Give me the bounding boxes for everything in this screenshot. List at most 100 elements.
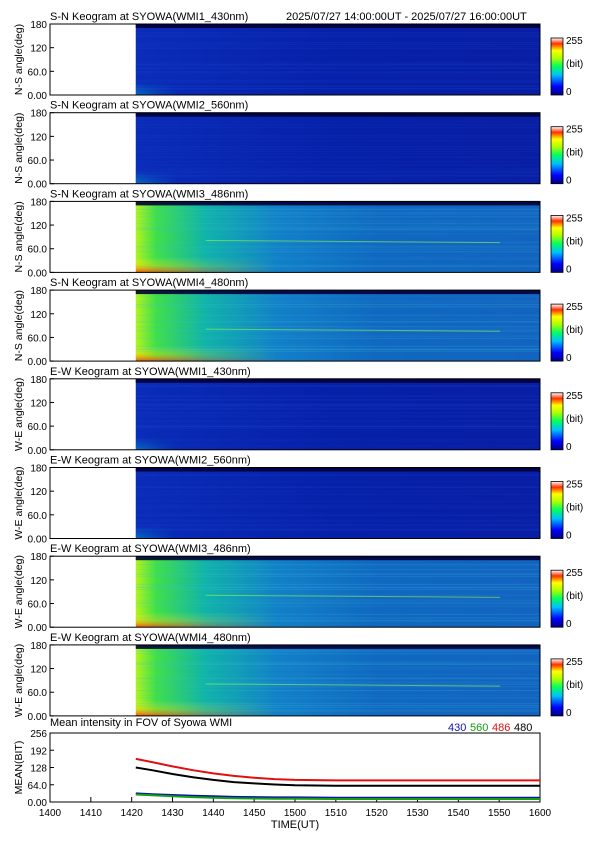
- xtick-label: 1440: [202, 808, 225, 819]
- keogram-bright-edge: [135, 201, 540, 273]
- xtick-label: 1400: [39, 808, 62, 819]
- colorbar-max-label: 255: [566, 657, 583, 668]
- colorbar-unit-label: (bit): [566, 236, 583, 247]
- ytick-label: 0.00: [28, 446, 48, 457]
- ytick-label: 64.0: [28, 781, 48, 792]
- yaxis-label: MEAN(BIT): [13, 741, 25, 795]
- ytick-label: 256: [30, 729, 47, 740]
- ytick-label: 120: [30, 44, 47, 55]
- ytick-label: 180: [30, 641, 47, 652]
- ytick-label: 128: [30, 764, 47, 775]
- series-line-560: [135, 793, 540, 800]
- ytick-label: 60.0: [28, 156, 48, 167]
- colorbar-unit-label: (bit): [566, 59, 583, 70]
- ytick-label: 120: [30, 576, 47, 587]
- colorbar-unit-label: (bit): [566, 591, 583, 602]
- series-line-480: [135, 766, 540, 787]
- colorbar-min-label: 0: [566, 531, 572, 542]
- keogram-arc-line: [205, 683, 501, 687]
- panel-title: S-N Keogram at SYOWA(WMI4_480nm): [50, 277, 248, 289]
- colorbar: [550, 569, 564, 628]
- ytick-label: 180: [30, 375, 47, 386]
- keogram-bright-edge: [135, 556, 540, 628]
- colorbar-max-label: 255: [566, 391, 583, 402]
- colorbar-min-label: 0: [566, 619, 572, 630]
- ytick-label: 0.00: [28, 712, 48, 723]
- ytick-label: 0.00: [28, 798, 48, 809]
- colorbar-max-label: 255: [566, 36, 583, 47]
- xtick-label: 1410: [80, 808, 103, 819]
- panel-title: S-N Keogram at SYOWA(WMI1_430nm): [50, 11, 248, 23]
- keogram-top-band: [135, 378, 540, 383]
- ytick-label: 180: [30, 109, 47, 120]
- yaxis-label: N-S angle(deg): [13, 113, 25, 184]
- ytick-label: 0.00: [28, 623, 48, 634]
- xtick-label: 1420: [121, 808, 144, 819]
- legend-entry: 560: [470, 722, 488, 734]
- ytick-label: 180: [30, 20, 47, 31]
- keogram-top-band: [135, 201, 540, 206]
- colorbar-max-label: 255: [566, 568, 583, 579]
- ytick-label: 60.0: [28, 511, 48, 522]
- panel-frame: [49, 112, 541, 185]
- panel-title: E-W Keogram at SYOWA(WMI1_430nm): [50, 366, 251, 378]
- colorbar-max-label: 255: [566, 213, 583, 224]
- ytick-label: 120: [30, 132, 47, 143]
- keogram-arc-line: [205, 594, 501, 598]
- yaxis-label: N-S angle(deg): [13, 24, 25, 95]
- ytick-label: 120: [30, 221, 47, 232]
- colorbar-min-label: 0: [566, 176, 572, 187]
- panel-frame: [49, 467, 541, 539]
- colorbar-unit-label: (bit): [566, 503, 583, 514]
- line-chart-title: Mean intensity in FOV of Syowa WMI: [50, 717, 232, 729]
- xaxis-label: TIME(UT): [271, 819, 319, 831]
- colorbar-max-label: 255: [566, 302, 583, 313]
- ytick-label: 0.00: [28, 180, 48, 191]
- ytick-label: 192: [30, 746, 47, 757]
- xtick-label: 1530: [406, 808, 429, 819]
- keogram-top-band: [135, 290, 540, 295]
- xtick-label: 1450: [243, 808, 266, 819]
- panel-title: S-N Keogram at SYOWA(WMI2_560nm): [50, 100, 248, 112]
- keogram-low-edge: [135, 24, 256, 95]
- yaxis-label: N-S angle(deg): [13, 201, 25, 272]
- panel-title: E-W Keogram at SYOWA(WMI4_480nm): [50, 632, 251, 644]
- legend-entry: 486: [492, 722, 510, 734]
- ytick-label: 120: [30, 487, 47, 498]
- colorbar: [550, 303, 564, 362]
- xtick-label: 1540: [447, 808, 470, 819]
- ytick-label: 180: [30, 286, 47, 297]
- ytick-label: 60.0: [28, 333, 48, 344]
- ytick-label: 60.0: [28, 600, 48, 611]
- ytick-label: 120: [30, 310, 47, 321]
- colorbar: [550, 392, 564, 451]
- time-range-text: 2025/07/27 14:00:00UT - 2025/07/27 16:00…: [286, 11, 527, 23]
- panel-title: E-W Keogram at SYOWA(WMI2_560nm): [50, 455, 251, 467]
- panel-title: S-N Keogram at SYOWA(WMI3_486nm): [50, 188, 248, 200]
- colorbar: [550, 37, 564, 96]
- keogram-low-edge: [135, 467, 256, 539]
- yaxis-label: N-S angle(deg): [13, 290, 25, 361]
- ytick-label: 0.00: [28, 357, 48, 368]
- series-line-430: [135, 792, 540, 799]
- ytick-label: 180: [30, 464, 47, 475]
- ytick-label: 0.00: [28, 535, 48, 546]
- colorbar-min-label: 0: [566, 442, 572, 453]
- ytick-label: 180: [30, 552, 47, 563]
- xtick-label: 1520: [366, 808, 389, 819]
- ytick-label: 60.0: [28, 422, 48, 433]
- colorbar: [550, 658, 564, 717]
- ytick-label: 60.0: [28, 67, 48, 78]
- legend-entry: 480: [514, 722, 532, 734]
- yaxis-label: W-E angle(deg): [13, 555, 25, 628]
- panel-frame: [49, 644, 541, 717]
- colorbar-unit-label: (bit): [566, 148, 583, 159]
- colorbar-unit-label: (bit): [566, 325, 583, 336]
- xtick-label: 1600: [529, 808, 552, 819]
- xtick-label: 1550: [488, 808, 511, 819]
- keogram-bright-edge: [135, 644, 540, 716]
- keogram-low-edge: [135, 378, 256, 450]
- colorbar: [550, 214, 564, 273]
- colorbar-max-label: 255: [566, 125, 583, 136]
- colorbar-max-label: 255: [566, 480, 583, 491]
